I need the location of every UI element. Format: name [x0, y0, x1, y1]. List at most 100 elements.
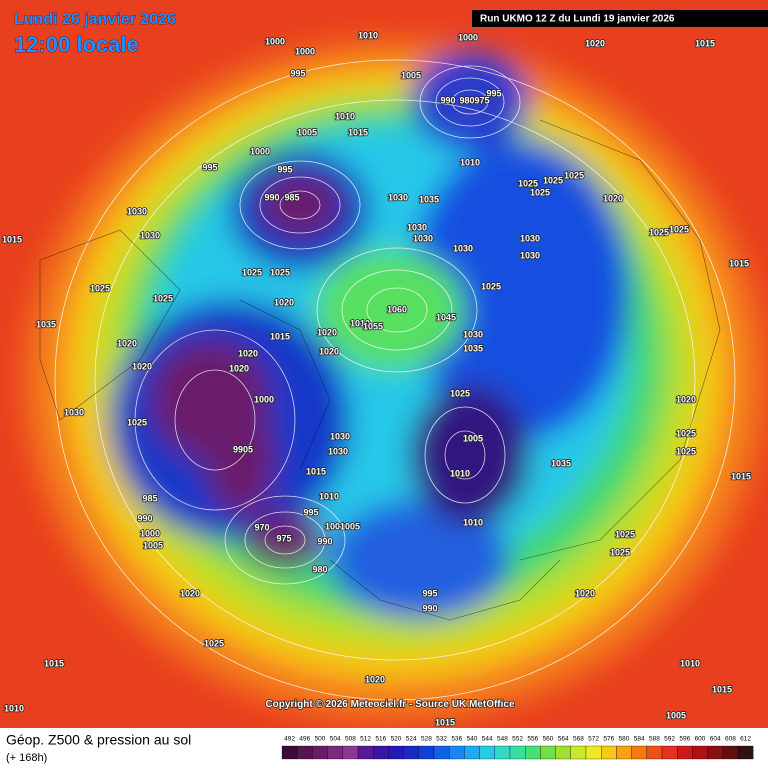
colorbar-swatch [570, 745, 587, 760]
colorbar-label: 520 [391, 736, 402, 743]
isobar-label: 1025 [615, 529, 635, 539]
colorbar-swatch [646, 745, 663, 760]
isobar-label: 1030 [330, 431, 350, 441]
colorbar-label: 504 [330, 736, 341, 743]
isobar-label: 980 [459, 95, 474, 105]
isobar-label: 995 [422, 588, 437, 598]
isobar-label: 1025 [676, 446, 696, 456]
isobar-label: 1025 [127, 417, 147, 427]
isobar-label: 1000 [265, 36, 285, 46]
colorbar-label: 564 [558, 736, 569, 743]
isobar-label: 980 [312, 564, 327, 574]
isobar-label: 1015 [731, 471, 751, 481]
isobar-label: 1030 [328, 446, 348, 456]
isobar-label: 1025 [242, 267, 262, 277]
isobar-label: 1025 [543, 175, 563, 185]
isobar-label: 1010 [463, 517, 483, 527]
isobar-label: 1005 [463, 433, 483, 443]
isobar-label: 1015 [712, 684, 732, 694]
colorbar-swatch [737, 745, 754, 760]
run-box [472, 10, 768, 27]
colorbar-swatch [433, 745, 450, 760]
isobar-label: 1015 [695, 38, 715, 48]
colorbar-swatch [373, 745, 389, 760]
isobar-label: 1010 [358, 30, 378, 40]
isobar-label: 1010 [460, 157, 480, 167]
isobar-label: 1025 [610, 547, 630, 557]
isobar-label: 1025 [153, 293, 173, 303]
isobar-label: 1020 [575, 588, 595, 598]
isobar-label: 975 [474, 95, 489, 105]
colorbar: 492 496 500 504 508 512 516 520 524 528 532 536 540 5… [281, 736, 754, 760]
isobar-label: 1015 [2, 234, 22, 244]
colorbar-label: 560 [543, 736, 554, 743]
forecast-time: 12:00 locale [14, 32, 139, 57]
colorbar-label: 508 [345, 736, 356, 743]
colorbar-swatch [449, 745, 465, 760]
colorbar-label: 536 [451, 736, 462, 743]
isobar-label: 1015 [44, 658, 64, 668]
isobar-label: 1015 [435, 717, 455, 727]
colorbar-label: 604 [710, 736, 721, 743]
colorbar-label: 600 [695, 736, 706, 743]
isobar-label: 1020 [274, 297, 294, 307]
isobar-label: 1010 [450, 468, 470, 478]
isobar-label: 1020 [180, 588, 200, 598]
isobar-label: 1000 [325, 521, 345, 531]
isobar-label: 1045 [436, 312, 456, 322]
forecast-date: Lundi 26 janvier 2026 [14, 11, 176, 28]
colorbar-label: 572 [588, 736, 599, 743]
isobar-label: 1020 [317, 327, 337, 337]
colorbar-swatch [312, 745, 328, 760]
isobar-label: 1030 [140, 230, 160, 240]
copyright: Copyright © 2026 Meteociel.fr - Source U… [265, 699, 515, 710]
isobar-label: 975 [276, 533, 291, 543]
colorbar-label: 516 [375, 736, 386, 743]
isobar-label: 1030 [127, 206, 147, 216]
colorbar-label: 512 [360, 736, 371, 743]
isobar-label: 1000 [250, 146, 270, 156]
isobar-label: 1020 [319, 346, 339, 356]
colorbar-label: 612 [740, 736, 751, 743]
isobar-label: 1055 [363, 321, 383, 331]
isobar-label: 1015 [729, 258, 749, 268]
colorbar-swatch [388, 745, 404, 760]
isobar-label: 1030 [520, 233, 540, 243]
isobar-label: 985 [142, 493, 157, 503]
colorbar-swatch [403, 745, 419, 760]
isobar-label: 1030 [453, 243, 473, 253]
isobar-label: 1010 [350, 318, 370, 328]
isobar-label: 1020 [229, 363, 249, 373]
isobar-label: 1010 [4, 703, 24, 713]
isobar-label: 1035 [551, 458, 571, 468]
isobar-label: 1025 [450, 388, 470, 398]
colorbar-swatch [540, 745, 556, 760]
isobar-label: 990 [440, 95, 455, 105]
colorbar-swatch [661, 745, 678, 760]
isobar-label: 1015 [348, 127, 368, 137]
isobar-label: 1020 [238, 348, 258, 358]
isobar-label: 1015 [306, 466, 326, 476]
isobar-label: 1025 [90, 283, 110, 293]
isobar-label: 995 [202, 162, 217, 172]
colorbar-label: 540 [467, 736, 478, 743]
isobar-label: 1030 [463, 329, 483, 339]
colorbar-label: 544 [482, 736, 493, 743]
colorbar-label: 552 [512, 736, 523, 743]
isobar-label: 995 [277, 164, 292, 174]
isobar-label: 995 [290, 68, 305, 78]
colorbar-label: 580 [619, 736, 630, 743]
colorbar-swatch [631, 745, 647, 760]
colorbar-label: 500 [315, 736, 326, 743]
colorbar-swatch [464, 745, 480, 760]
colorbar-label: 492 [284, 736, 295, 743]
isobar-label: 990 [264, 192, 279, 202]
isobar-label: 1030 [388, 192, 408, 202]
colorbar-swatch [525, 745, 541, 760]
isobar-label: 1025 [676, 428, 696, 438]
isobar-label: 1035 [419, 194, 439, 204]
colorbar-swatch [479, 745, 495, 760]
colorbar-label: 592 [664, 736, 675, 743]
isobar-label: 995 [486, 88, 501, 98]
